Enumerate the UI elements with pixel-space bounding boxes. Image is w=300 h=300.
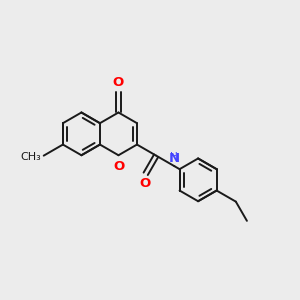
Text: O: O — [113, 76, 124, 89]
Text: O: O — [114, 160, 125, 173]
Text: CH₃: CH₃ — [20, 152, 41, 162]
Text: H: H — [170, 152, 178, 162]
Text: N: N — [169, 152, 180, 165]
Text: O: O — [139, 177, 151, 190]
